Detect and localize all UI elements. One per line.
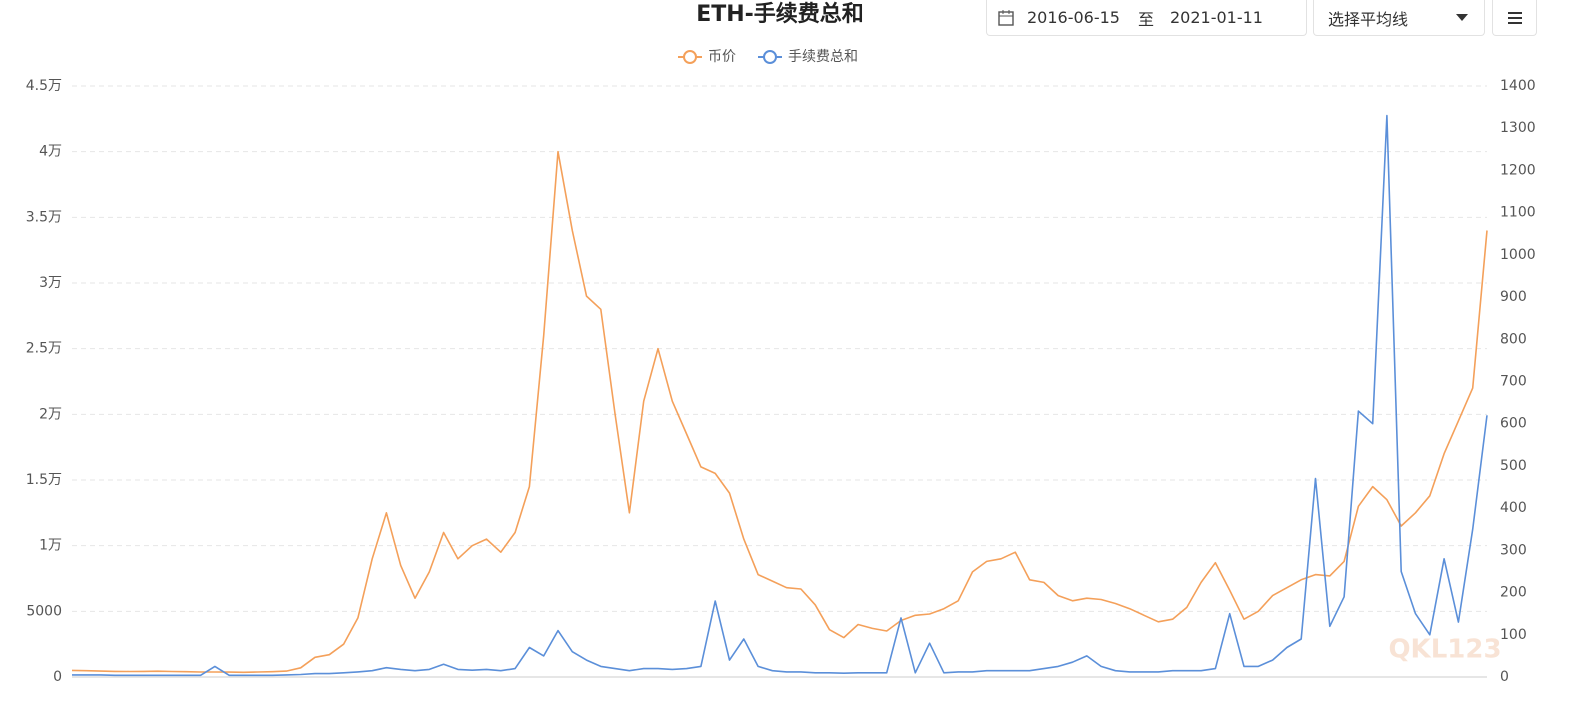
ma-select[interactable]: 选择平均线 xyxy=(1313,0,1485,36)
y2-tick-label: 400 xyxy=(1500,500,1527,516)
date-range[interactable]: 2016-06-15 至 2021-01-11 xyxy=(986,0,1307,36)
y2-tick-label: 900 xyxy=(1500,289,1527,305)
y2-tick-label: 300 xyxy=(1500,542,1527,558)
y-tick-label: 2.5万 xyxy=(26,341,62,357)
start-date[interactable]: 2016-06-15 xyxy=(1027,8,1120,27)
y2-tick-label: 1000 xyxy=(1500,247,1536,263)
y-tick-label: 4.5万 xyxy=(26,78,62,94)
ma-select-label: 选择平均线 xyxy=(1328,9,1409,29)
chart-title: ETH-手续费总和 xyxy=(696,1,864,27)
date-separator: 至 xyxy=(1137,9,1154,29)
y2-tick-label: 1100 xyxy=(1500,205,1536,221)
y-tick-label: 1.5万 xyxy=(26,472,62,488)
y2-tick-label: 700 xyxy=(1500,374,1527,390)
dropdown-arrow xyxy=(1456,13,1468,21)
y2-tick-label: 1200 xyxy=(1500,162,1536,178)
y-tick-label: 3.5万 xyxy=(26,209,62,225)
calendar-icon xyxy=(998,9,1014,26)
y-tick-label: 4万 xyxy=(39,144,62,160)
y2-tick-label: 1400 xyxy=(1500,78,1536,94)
legend-label: 手续费总和 xyxy=(788,48,858,65)
series-line xyxy=(71,150,1488,674)
y2-tick-label: 200 xyxy=(1500,585,1527,601)
menu-button[interactable] xyxy=(1492,0,1537,36)
y2-tick-label: 800 xyxy=(1500,331,1527,347)
series-line xyxy=(72,114,1488,677)
watermark: QKL123 xyxy=(1388,635,1501,665)
legend-symbol xyxy=(763,50,777,64)
y-tick-label: 0 xyxy=(53,669,62,685)
y2-tick-label: 600 xyxy=(1500,416,1527,432)
y-tick-label: 3万 xyxy=(39,275,62,291)
y2-tick-label: 0 xyxy=(1500,669,1509,685)
y2-tick-label: 500 xyxy=(1500,458,1527,474)
legend-symbol xyxy=(683,50,697,64)
end-date[interactable]: 2021-01-11 xyxy=(1170,8,1263,27)
menu-icon xyxy=(1507,11,1522,24)
y2-tick-label: 100 xyxy=(1500,627,1527,643)
y-tick-label: 1万 xyxy=(39,538,62,554)
y2-tick-label: 1300 xyxy=(1500,120,1536,136)
y-tick-label: 5000 xyxy=(26,603,62,619)
y-tick-label: 2万 xyxy=(39,406,62,422)
legend-label: 币价 xyxy=(708,49,736,65)
